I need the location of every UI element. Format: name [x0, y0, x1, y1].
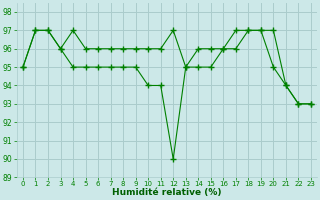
X-axis label: Humidité relative (%): Humidité relative (%): [112, 188, 222, 197]
